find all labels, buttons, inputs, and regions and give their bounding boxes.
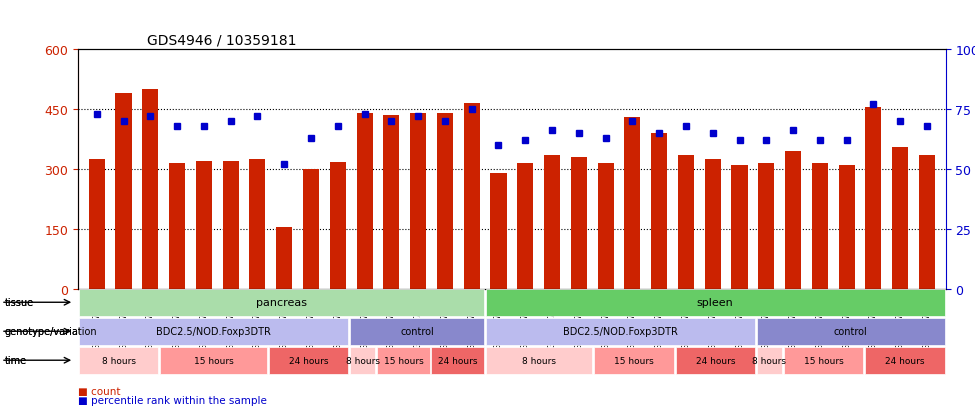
Bar xyxy=(437,114,453,289)
Bar xyxy=(624,117,641,289)
Bar xyxy=(169,164,185,289)
Bar xyxy=(464,104,480,289)
Bar xyxy=(222,161,239,289)
Text: 24 hours: 24 hours xyxy=(695,356,735,365)
Text: 8 hours: 8 hours xyxy=(522,356,556,365)
Text: 24 hours: 24 hours xyxy=(289,356,329,365)
Text: genotype/variation: genotype/variation xyxy=(5,326,98,337)
Text: 15 hours: 15 hours xyxy=(383,356,423,365)
Bar xyxy=(250,159,265,289)
Text: ■ count: ■ count xyxy=(78,387,121,396)
Text: time: time xyxy=(5,355,27,366)
Text: pancreas: pancreas xyxy=(255,297,307,308)
Bar xyxy=(838,165,855,289)
Bar xyxy=(517,164,533,289)
Bar xyxy=(731,165,748,289)
Bar xyxy=(196,161,212,289)
Text: time: time xyxy=(5,355,26,366)
Bar xyxy=(812,164,828,289)
Text: BDC2.5/NOD.Foxp3DTR: BDC2.5/NOD.Foxp3DTR xyxy=(563,326,678,337)
Text: 24 hours: 24 hours xyxy=(438,356,478,365)
Text: genotype/variation: genotype/variation xyxy=(5,326,98,337)
Text: 24 hours: 24 hours xyxy=(885,356,925,365)
Text: ■ percentile rank within the sample: ■ percentile rank within the sample xyxy=(78,395,267,405)
Bar xyxy=(276,227,292,289)
Bar xyxy=(330,162,346,289)
Text: 8 hours: 8 hours xyxy=(753,356,787,365)
Text: control: control xyxy=(834,326,868,337)
Bar xyxy=(651,133,667,289)
Bar xyxy=(490,173,507,289)
Text: 8 hours: 8 hours xyxy=(101,356,136,365)
Bar xyxy=(89,159,104,289)
Bar xyxy=(115,93,132,289)
Bar xyxy=(785,152,801,289)
Bar xyxy=(303,169,319,289)
Bar xyxy=(570,157,587,289)
Bar xyxy=(866,107,881,289)
Text: tissue: tissue xyxy=(5,297,34,308)
Text: 15 hours: 15 hours xyxy=(194,356,233,365)
Text: 15 hours: 15 hours xyxy=(803,356,843,365)
Text: spleen: spleen xyxy=(697,297,733,308)
Text: GDS4946 / 10359181: GDS4946 / 10359181 xyxy=(147,33,297,47)
Bar xyxy=(892,147,909,289)
Bar xyxy=(678,155,694,289)
Text: BDC2.5/NOD.Foxp3DTR: BDC2.5/NOD.Foxp3DTR xyxy=(156,326,271,337)
Text: tissue: tissue xyxy=(5,297,34,308)
Bar xyxy=(705,159,721,289)
Bar xyxy=(544,155,560,289)
Bar xyxy=(410,114,426,289)
Bar xyxy=(598,164,613,289)
Bar xyxy=(142,90,158,289)
Text: 8 hours: 8 hours xyxy=(346,356,379,365)
Bar xyxy=(919,155,935,289)
Bar xyxy=(759,164,774,289)
Text: control: control xyxy=(400,326,434,337)
Text: 15 hours: 15 hours xyxy=(614,356,654,365)
Bar xyxy=(383,116,400,289)
Bar xyxy=(357,114,372,289)
